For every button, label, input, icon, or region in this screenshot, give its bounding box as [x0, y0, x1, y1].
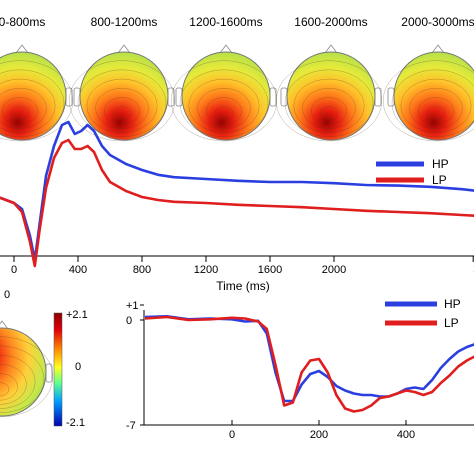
head-contour [400, 78, 472, 133]
legend2-lp-label: LP [444, 316, 459, 330]
colorbar [53, 312, 63, 427]
head-contour [188, 78, 260, 133]
head-ear-left [175, 87, 183, 107]
lower-x-tick-label: 0 [229, 429, 235, 441]
lower-y-tick-label: +1 [126, 300, 139, 312]
upper-x-tick-label: 400 [69, 264, 87, 276]
topomap-row [0, 44, 474, 142]
window-label-3: 1600-2000ms [294, 15, 367, 29]
topomap-head-4 [383, 44, 474, 142]
head-contour [0, 336, 53, 418]
head-scalp [0, 327, 47, 417]
lower-series-lp [144, 315, 474, 413]
topomap-head-3 [276, 44, 383, 142]
head-contour [284, 69, 374, 137]
head-contour [0, 373, 18, 401]
topomap-head-5 [0, 320, 53, 418]
head-contour [0, 88, 47, 129]
head-contour [0, 382, 9, 397]
window-label-1: 800-1200ms [91, 15, 158, 29]
head-contour [214, 106, 233, 121]
upper-x-tick-label: 800 [133, 264, 151, 276]
head-contour [104, 97, 140, 125]
head-contour [77, 69, 167, 137]
head-contour [0, 354, 36, 409]
head-contour [112, 106, 131, 121]
head-ear-left [73, 87, 81, 107]
head-contour [68, 60, 175, 142]
head-contour [383, 60, 474, 142]
upper-x-tick-label: 2000 [322, 264, 346, 276]
head-contour [95, 88, 149, 129]
window-label-2: 1200-1600ms [189, 15, 262, 29]
head-contour [302, 88, 356, 129]
head-contour [0, 78, 56, 133]
head-contour [427, 106, 446, 121]
head-scalp [181, 51, 271, 141]
head-contour [0, 345, 45, 413]
head-scalp [0, 51, 67, 141]
window-label-0: 0-800ms [0, 15, 45, 29]
head-contour [418, 97, 454, 125]
lower-y-tick-label: 0 [126, 315, 132, 327]
head-scalp [286, 51, 376, 141]
head-contour [0, 364, 27, 405]
head-ear-left [387, 87, 395, 107]
bottom-topomap-label: 0 [4, 289, 10, 301]
head-scalp [393, 51, 474, 141]
head-ear-left [280, 87, 288, 107]
upper-waveform-chart: 04008001200160020003 Time (ms) HP LP [0, 120, 474, 293]
head-contour [409, 88, 463, 129]
lower-waveform-chart: 0 200 400 +1 0 -7 HP LP [126, 297, 474, 441]
head-contour [311, 97, 347, 125]
head-contour [0, 69, 65, 137]
lower-y-tick-label: -7 [126, 420, 136, 432]
upper-x-tick-label: 0 [11, 264, 17, 276]
upper-series-lp [0, 138, 474, 268]
head-contour [170, 60, 277, 142]
head-contour [86, 78, 158, 133]
legend2-hp-label: HP [444, 297, 461, 311]
head-contour [206, 97, 242, 125]
lower-series-hp [144, 315, 474, 403]
head-contour [293, 78, 365, 133]
head-contour [320, 106, 339, 121]
colorbar-max-label: +2.1 [66, 309, 88, 321]
head-scalp [79, 51, 169, 141]
bottom-topomap-panel: 0 +2.1 0 -2.1 [0, 289, 88, 429]
head-contour [0, 60, 73, 142]
window-label-4: 2000-3000ms [401, 15, 474, 29]
topomap-head-2 [170, 44, 277, 142]
lower-x-tick-label: 200 [310, 429, 328, 441]
head-contour [10, 106, 30, 121]
upper-x-tick-label: 1600 [258, 264, 282, 276]
head-contour [179, 69, 269, 137]
head-contour [391, 69, 474, 137]
head-contour [2, 97, 38, 125]
head-contour [197, 88, 251, 129]
lower-x-tick-label: 400 [397, 429, 415, 441]
legend-hp-label: HP [432, 157, 449, 171]
topomap-head-1 [68, 44, 175, 142]
legend-lp-label: LP [432, 173, 447, 187]
colorbar-mid-label: 0 [75, 361, 81, 373]
colorbar-min-label: -2.1 [66, 417, 85, 429]
upper-x-axis-title: Time (ms) [216, 279, 270, 293]
upper-x-tick-label: 1200 [194, 264, 218, 276]
head-contour [276, 60, 383, 142]
topomap-head-0 [0, 44, 73, 142]
